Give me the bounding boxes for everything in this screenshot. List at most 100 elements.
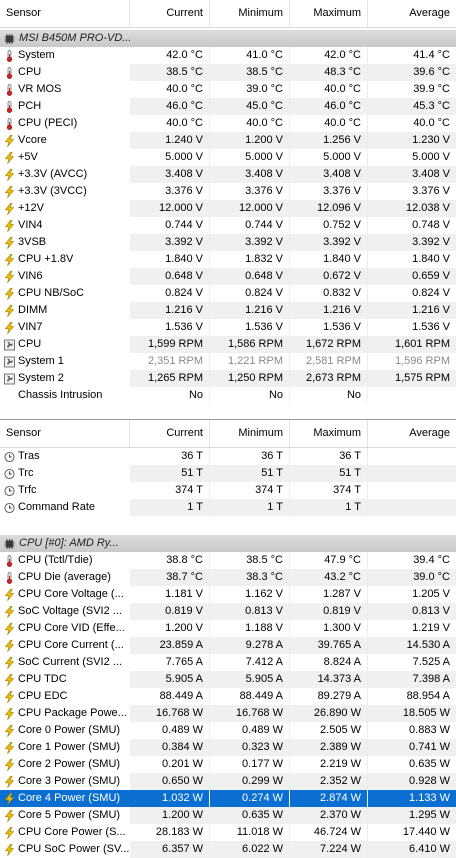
sensor-row[interactable]: System 42.0 °C 41.0 °C 42.0 °C 41.4 °C: [0, 47, 456, 64]
sensor-row[interactable]: CPU Core Current (... 23.859 A 9.278 A 39.7…: [0, 637, 456, 654]
sensor-row[interactable]: CPU (Tctl/Tdie) 38.8 °C 38.5 °C 47.9 °C 39.4…: [0, 552, 456, 569]
current-value: 0.744 V: [130, 217, 210, 234]
column-header-average[interactable]: Average: [409, 7, 450, 19]
sensor-label: PCH: [18, 100, 42, 112]
average-value: 39.4 °C: [413, 554, 450, 566]
sensor-label: CPU Core Voltage (...: [18, 588, 124, 600]
sensor-row[interactable]: CPU (PECI) 40.0 °C 40.0 °C 40.0 °C 40.0 °C: [0, 115, 456, 132]
sensor-row[interactable]: CPU EDC 88.449 A 88.449 A 89.279 A 88.954 A: [0, 688, 456, 705]
column-header-row: Sensor Current Minimum Maximum Average: [0, 0, 456, 28]
sensor-row[interactable]: CPU NB/SoC 0.824 V 0.824 V 0.832 V 0.824 V: [0, 285, 456, 302]
average-value: 18.505 W: [368, 705, 456, 722]
sensor-group-cpu[interactable]: CPU [#0]: AMD Ry...: [0, 535, 456, 552]
sensor-row[interactable]: +5V 5.000 V 5.000 V 5.000 V 5.000 V: [0, 149, 456, 166]
sensor-row[interactable]: Tras 36 T 36 T 36 T: [0, 448, 456, 465]
sensor-row[interactable]: CPU Die (average) 38.7 °C 38.3 °C 43.2 °C 39…: [0, 569, 456, 586]
clock-icon: [4, 451, 15, 463]
column-header-average[interactable]: Average: [409, 427, 450, 439]
minimum-value: 0.274 W: [210, 790, 290, 807]
maximum-value: 1.216 V: [290, 302, 368, 319]
sensor-row[interactable]: +3.3V (AVCC) 3.408 V 3.408 V 3.408 V 3.408 V: [0, 166, 456, 183]
sensor-row[interactable]: CPU Package Powe... 16.768 W 16.768 W 26.89…: [0, 705, 456, 722]
column-header-maximum[interactable]: Maximum: [290, 420, 368, 447]
sensor-row[interactable]: CPU Core Voltage (... 1.181 V 1.162 V 1.287…: [0, 586, 456, 603]
sensor-row[interactable]: System 2 1,265 RPM 1,250 RPM 2,673 RPM 1,575…: [0, 370, 456, 387]
minimum-value: 39.0 °C: [210, 81, 290, 98]
sensor-row[interactable]: VR MOS 40.0 °C 39.0 °C 40.0 °C 39.9 °C: [0, 81, 456, 98]
current-value: 1.240 V: [130, 132, 210, 149]
sensor-label: SoC Current (SVI2 ...: [18, 656, 122, 668]
sensor-row[interactable]: VIN4 0.744 V 0.744 V 0.752 V 0.748 V: [0, 217, 456, 234]
column-header-maximum[interactable]: Maximum: [290, 0, 368, 27]
maximum-value: No: [290, 387, 368, 404]
bolt-icon: [4, 690, 15, 703]
group-label: MSI B450M PRO-VD...: [19, 32, 132, 44]
sensor-row[interactable]: SoC Voltage (SVI2 ... 0.819 V 0.813 V 0.819…: [0, 603, 456, 620]
sensor-row[interactable]: CPU 1,599 RPM 1,586 RPM 1,672 RPM 1,601 RPM: [0, 336, 456, 353]
sensor-row[interactable]: DIMM 1.216 V 1.216 V 1.216 V 1.216 V: [0, 302, 456, 319]
bolt-icon: [4, 758, 15, 771]
sensor-row[interactable]: CPU Core VID (Effe... 1.200 V 1.188 V 1.300…: [0, 620, 456, 637]
current-value: 1.181 V: [130, 586, 210, 603]
sensor-label: SoC Voltage (SVI2 ...: [18, 605, 122, 617]
minimum-value: 1.832 V: [210, 251, 290, 268]
average-value: 41.4 °C: [413, 49, 450, 61]
sensor-row[interactable]: CPU SoC Power (SV... 6.357 W 6.022 W 7.224 …: [0, 841, 456, 858]
sensor-group-motherboard[interactable]: MSI B450M PRO-VD...: [0, 30, 456, 47]
minimum-value: 0.824 V: [210, 285, 290, 302]
sensor-label: CPU Core VID (Effe...: [18, 622, 125, 634]
maximum-value: 2,581 RPM: [290, 353, 368, 370]
sensor-name-cell: CPU Core VID (Effe...: [0, 620, 130, 637]
maximum-value: 42.0 °C: [290, 47, 368, 64]
column-header-current[interactable]: Current: [130, 420, 210, 447]
column-header-sensor[interactable]: Sensor: [0, 0, 130, 27]
average-value: 0.748 V: [412, 219, 450, 231]
sensor-row[interactable]: SoC Current (SVI2 ... 7.765 A 7.412 A 8.824…: [0, 654, 456, 671]
column-header-row: Sensor Current Minimum Maximum Average: [0, 420, 456, 448]
average-value: 3.392 V: [368, 234, 456, 251]
sensor-row[interactable]: CPU TDC 5.905 A 5.905 A 14.373 A 7.398 A: [0, 671, 456, 688]
sensor-row[interactable]: Trfc 374 T 374 T 374 T: [0, 482, 456, 499]
maximum-value: 2.352 W: [290, 773, 368, 790]
current-value: 1.200 V: [130, 620, 210, 637]
bolt-icon: [4, 236, 15, 249]
maximum-value: 2,673 RPM: [290, 370, 368, 387]
sensor-row[interactable]: CPU Core Power (S... 28.183 W 11.018 W 46.7…: [0, 824, 456, 841]
sensor-row[interactable]: CPU 38.5 °C 38.5 °C 48.3 °C 39.6 °C: [0, 64, 456, 81]
average-value: 39.6 °C: [368, 64, 456, 81]
clock-icon: [4, 502, 15, 514]
sensor-row[interactable]: 3VSB 3.392 V 3.392 V 3.392 V 3.392 V: [0, 234, 456, 251]
bolt-icon: [4, 809, 15, 822]
sensor-row[interactable]: +12V 12.000 V 12.000 V 12.096 V 12.038 V: [0, 200, 456, 217]
sensor-row[interactable]: Core 2 Power (SMU) 0.201 W 0.177 W 2.219 W 0…: [0, 756, 456, 773]
sensor-row[interactable]: VIN6 0.648 V 0.648 V 0.672 V 0.659 V: [0, 268, 456, 285]
thermometer-icon: [4, 83, 15, 96]
minimum-value: 0.744 V: [210, 217, 290, 234]
sensor-row[interactable]: VIN7 1.536 V 1.536 V 1.536 V 1.536 V: [0, 319, 456, 336]
sensor-label: CPU (Tctl/Tdie): [18, 554, 93, 566]
panel-divider[interactable]: [0, 402, 456, 419]
column-header-current[interactable]: Current: [130, 0, 210, 27]
sensor-row[interactable]: CPU +1.8V 1.840 V 1.832 V 1.840 V 1.840 V: [0, 251, 456, 268]
sensor-row[interactable]: PCH 46.0 °C 45.0 °C 46.0 °C 45.3 °C: [0, 98, 456, 115]
current-value: 38.5 °C: [130, 64, 210, 81]
sensor-row[interactable]: +3.3V (3VCC) 3.376 V 3.376 V 3.376 V 3.376 V: [0, 183, 456, 200]
column-header-minimum[interactable]: Minimum: [210, 0, 290, 27]
column-header-sensor[interactable]: Sensor: [0, 420, 130, 447]
sensor-row[interactable]: Trc 51 T 51 T 51 T: [0, 465, 456, 482]
maximum-value: 1 T: [290, 499, 368, 516]
sensor-row[interactable]: Chassis Intrusion No No No: [0, 387, 456, 404]
average-value: 7.398 A: [368, 671, 456, 688]
average-value: 1.205 V: [412, 588, 450, 600]
sensor-row[interactable]: Vcore 1.240 V 1.200 V 1.256 V 1.230 V: [0, 132, 456, 149]
sensor-label: CPU SoC Power (SV...: [18, 843, 130, 855]
bolt-icon: [4, 826, 15, 839]
sensor-row[interactable]: System 1 2,351 RPM 1,221 RPM 2,581 RPM 1,596…: [0, 353, 456, 370]
column-header-minimum[interactable]: Minimum: [210, 420, 290, 447]
